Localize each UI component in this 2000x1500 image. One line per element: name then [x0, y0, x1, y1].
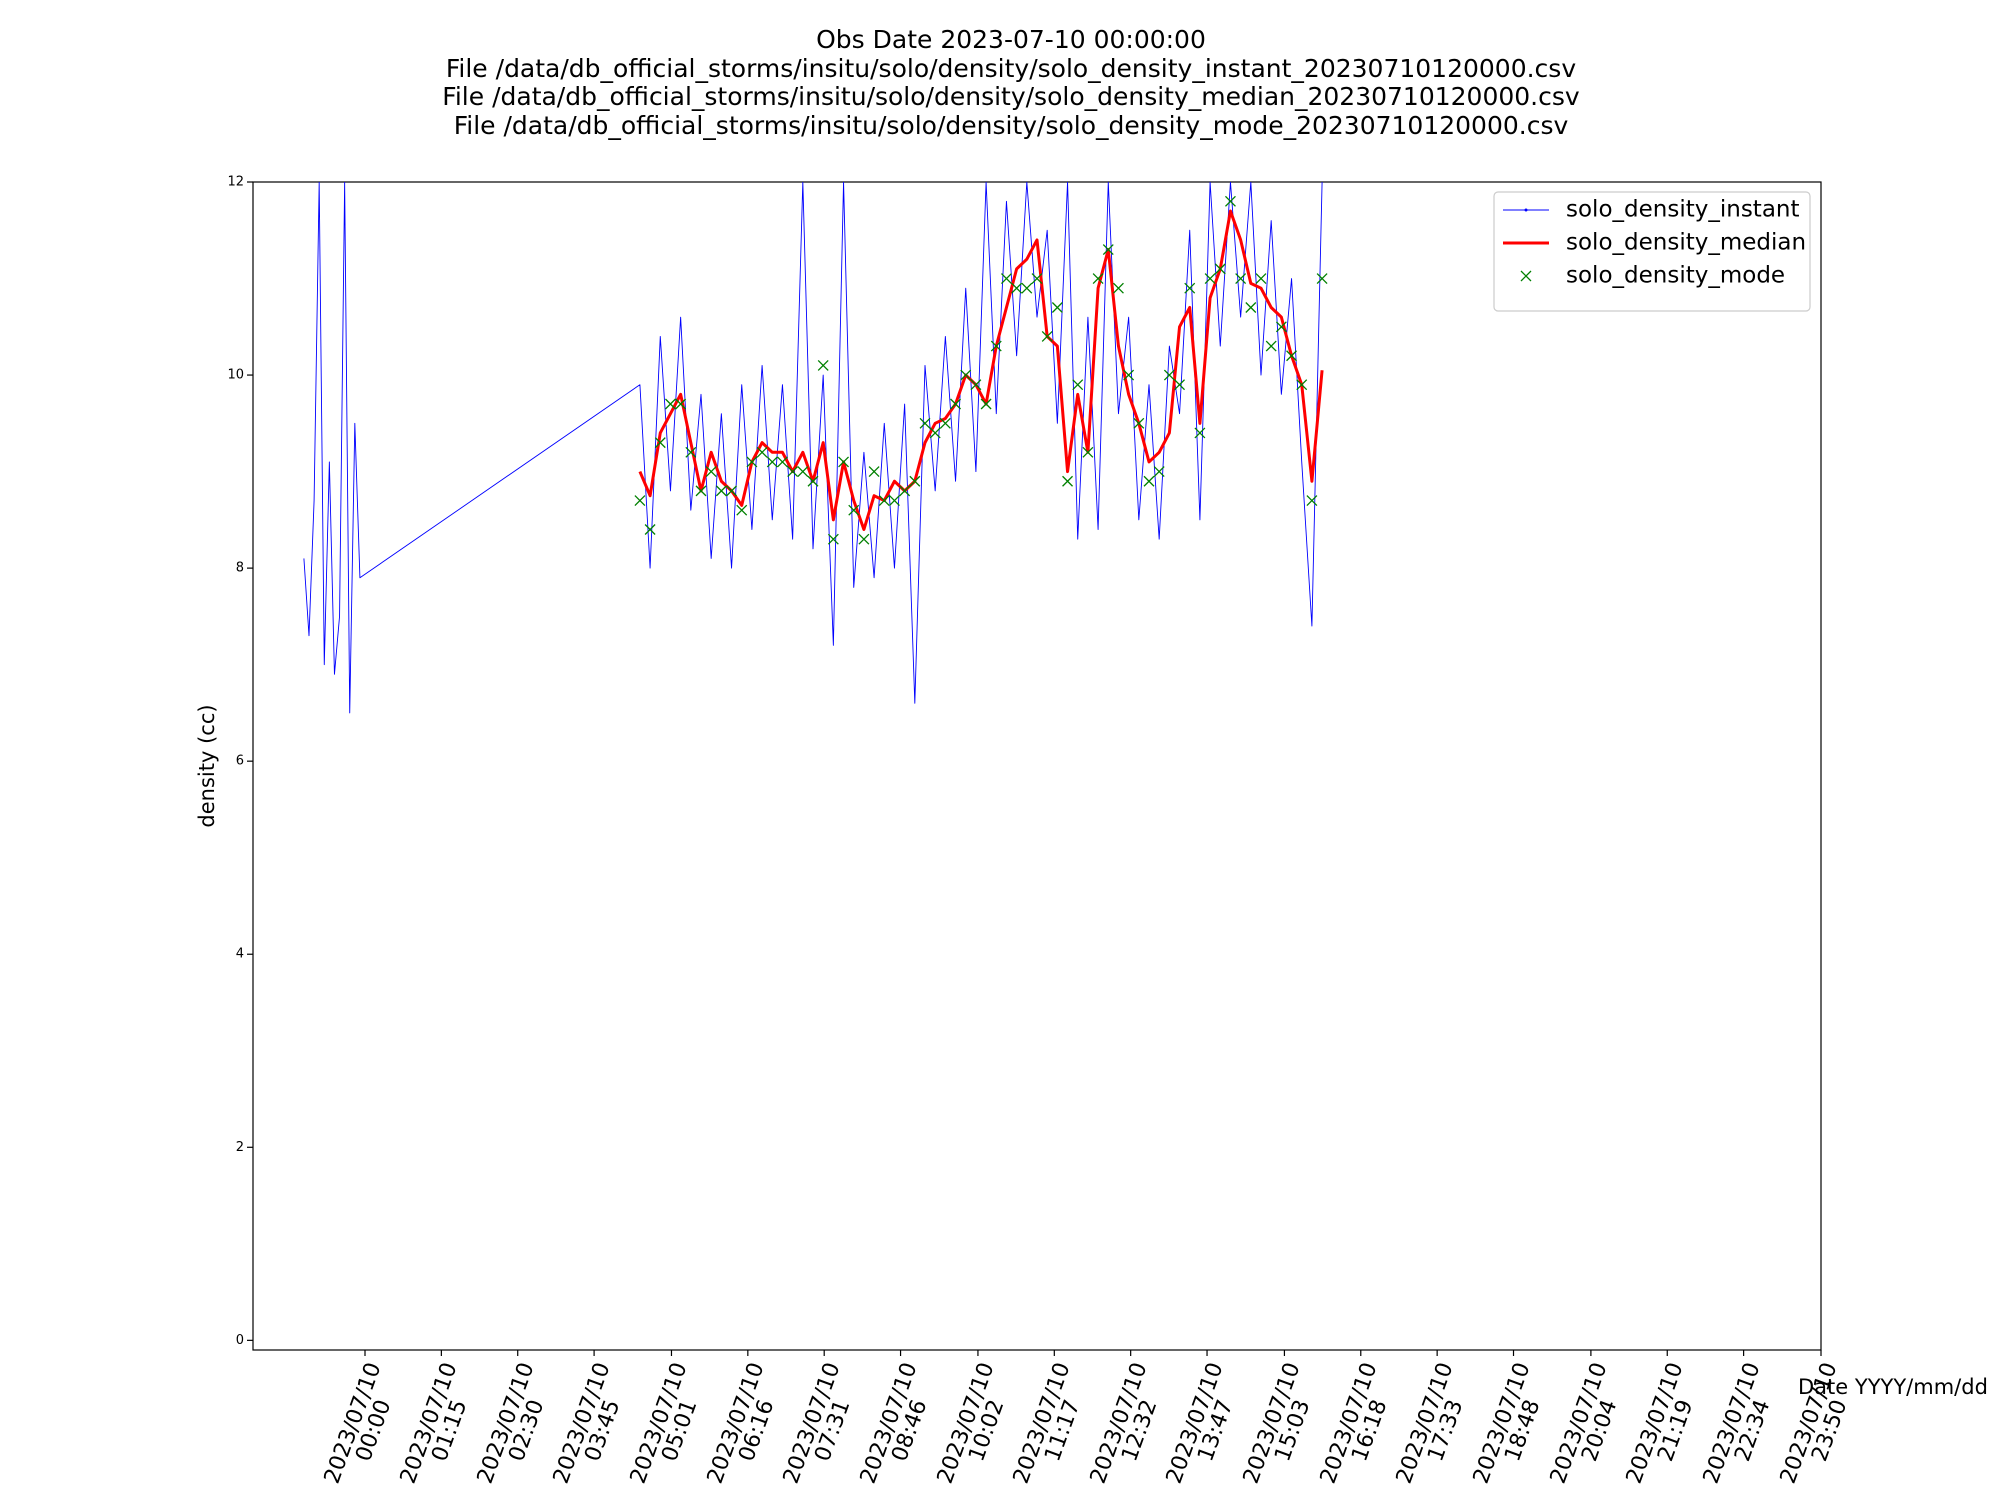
mode-marker	[838, 456, 850, 468]
legend-label: solo_density_instant	[1566, 197, 1800, 223]
mode-marker	[929, 427, 941, 439]
y-tick-label: 0	[236, 1333, 244, 1348]
mode-marker	[1174, 379, 1186, 391]
mode-marker	[1306, 495, 1318, 507]
legend-label: solo_density_mode	[1566, 263, 1785, 289]
mode-marker	[899, 485, 911, 497]
mode-marker	[878, 495, 890, 507]
plot-frame	[252, 181, 1822, 1351]
mode-marker	[1000, 273, 1012, 284]
mode-marker	[675, 398, 687, 410]
mode-marker	[1265, 340, 1277, 352]
mode-marker	[848, 504, 860, 516]
y-tick-label: 6	[236, 754, 244, 769]
mode-marker	[1133, 417, 1145, 429]
mode-marker	[939, 417, 951, 429]
title-line: File /data/db_official_storms/insitu/sol…	[442, 82, 1580, 111]
mode-marker	[664, 398, 676, 410]
mode-marker	[1011, 282, 1023, 294]
mode-marker	[807, 475, 819, 487]
mode-marker	[715, 485, 727, 497]
y-tick-label: 10	[227, 368, 244, 383]
mode-marker	[685, 446, 697, 458]
mode-marker	[654, 437, 666, 449]
mode-marker	[1082, 446, 1094, 458]
mode-marker	[1062, 475, 1074, 487]
mode-marker	[766, 456, 778, 468]
mode-marker	[919, 417, 931, 429]
mode-marker	[1123, 369, 1135, 381]
mode-marker	[1286, 350, 1298, 362]
series-line	[638, 209, 1324, 531]
mode-marker	[1296, 379, 1308, 391]
mode-marker	[950, 398, 962, 410]
mode-marker	[858, 533, 870, 545]
mode-marker	[756, 446, 768, 458]
mode-marker	[1102, 244, 1114, 256]
x-axis-label: Date YYYY/mm/dd	[1798, 1375, 1988, 1399]
mode-marker	[787, 466, 799, 478]
mode-marker	[1194, 427, 1206, 439]
title-line: File /data/db_official_storms/insitu/sol…	[446, 54, 1576, 83]
mode-marker	[980, 398, 992, 410]
y-tick-label: 12	[227, 175, 244, 190]
mode-marker	[695, 485, 707, 497]
mode-marker	[1051, 302, 1063, 313]
mode-marker	[705, 466, 717, 478]
legend-label: solo_density_median	[1566, 230, 1806, 256]
legend-symbol	[1520, 270, 1532, 282]
title-line: File /data/db_official_storms/insitu/sol…	[454, 111, 1569, 140]
mode-marker	[960, 369, 972, 381]
plot-area	[303, 182, 1328, 714]
mode-marker	[1204, 273, 1216, 284]
y-tick-label: 4	[236, 947, 244, 962]
mode-marker	[726, 485, 738, 497]
mode-marker	[1255, 273, 1267, 284]
mode-marker	[1214, 263, 1226, 275]
mode-marker	[1031, 273, 1043, 284]
mode-marker	[970, 379, 982, 391]
mode-marker	[1235, 273, 1247, 284]
mode-marker	[1143, 475, 1155, 487]
mode-marker	[1041, 330, 1053, 342]
mode-marker	[909, 475, 921, 487]
mode-marker	[776, 456, 788, 468]
mode-marker	[746, 456, 758, 468]
mode-marker	[1316, 273, 1328, 284]
mode-marker	[868, 466, 880, 478]
mode-marker	[736, 504, 748, 516]
mode-marker	[1072, 379, 1084, 391]
mode-marker	[1092, 273, 1104, 284]
mode-marker	[1245, 302, 1257, 313]
mode-marker	[1184, 282, 1196, 294]
mode-marker	[1275, 321, 1287, 333]
y-axis-label: density (cc)	[195, 704, 219, 827]
mode-marker	[827, 533, 839, 545]
mode-marker	[634, 495, 646, 507]
title-line: Obs Date 2023-07-10 00:00:00	[816, 25, 1206, 54]
mode-marker	[817, 359, 829, 371]
y-tick-label: 8	[236, 561, 244, 576]
mode-marker	[797, 466, 809, 478]
mode-marker	[1112, 282, 1124, 294]
y-tick-label: 2	[236, 1140, 244, 1155]
mode-marker	[1224, 195, 1236, 207]
legend-box	[1493, 191, 1811, 312]
mode-marker	[1021, 282, 1033, 294]
mode-marker	[644, 524, 656, 535]
mode-marker	[990, 340, 1002, 352]
series-line	[303, 182, 1323, 714]
mode-marker	[1163, 369, 1175, 381]
mode-marker	[888, 495, 900, 507]
legend-symbol	[1524, 208, 1528, 212]
mode-marker	[1153, 466, 1165, 478]
